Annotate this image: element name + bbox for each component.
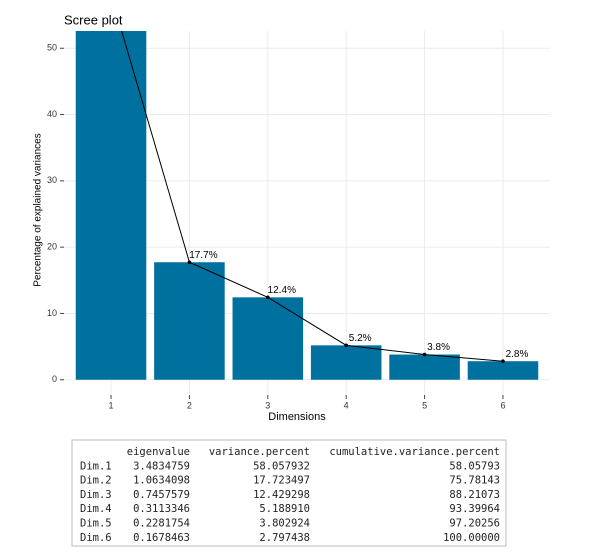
table: eigenvalue variance.percent cumulative.var… <box>80 446 500 544</box>
table-header: eigenvalue <box>127 446 190 458</box>
point <box>187 260 192 265</box>
x-tick-label: 2 <box>187 400 192 410</box>
data-label: 5.2% <box>349 333 372 344</box>
y-tick-label: 30 <box>47 175 57 185</box>
table-header: cumulative.variance.percent <box>329 446 500 458</box>
point <box>266 295 270 300</box>
labels: 0 10 20 30 40 50 1 2 3 4 5 6 <box>47 43 505 411</box>
y-tick-label: 50 <box>47 43 57 53</box>
line <box>121 31 504 362</box>
data-label: 12.4% <box>268 285 296 296</box>
y-axis-label: Percentage of explained variances <box>33 133 44 286</box>
row-name: Dim.2 <box>80 475 112 487</box>
table-cell: 58.057932 <box>253 460 310 472</box>
table-frame <box>71 439 507 547</box>
row-name: Dim.1 <box>80 460 112 472</box>
table-cell: 0.7457579 <box>133 489 190 501</box>
table-cell: 3.802924 <box>259 518 310 530</box>
y-tick-label: 0 <box>52 374 57 384</box>
plot-panel: 17.7% 12.4% 5.2% 3.8% 2.8% <box>75 31 539 380</box>
x-tick-label: 3 <box>265 400 270 410</box>
table-cell: 0.1678463 <box>133 532 190 544</box>
x-axis-label: Dimensions <box>268 411 326 423</box>
point <box>501 359 505 364</box>
table-cell: 100.00000 <box>443 532 500 544</box>
data-label: 3.8% <box>427 342 450 353</box>
y-tick-label: 20 <box>47 242 57 252</box>
table-cell: 17.723497 <box>253 475 310 487</box>
table-cell: 75.78143 <box>449 475 500 487</box>
row-name: Dim.3 <box>80 489 112 501</box>
row-name: Dim.6 <box>80 532 112 544</box>
table-cell: 12.429298 <box>253 489 310 501</box>
table-cell: 1.0634098 <box>133 475 190 487</box>
y-tick-label: 40 <box>47 109 57 119</box>
point <box>344 343 348 348</box>
bar <box>467 361 539 380</box>
x-tick-label: 1 <box>109 400 114 410</box>
bar <box>154 262 225 380</box>
point <box>422 352 427 357</box>
x-tick-label: 6 <box>500 400 505 410</box>
row-name: Dim.5 <box>80 518 112 530</box>
bar <box>310 345 382 380</box>
table-cell: 5.188910 <box>259 503 310 515</box>
table-cell: 0.3113346 <box>133 503 190 515</box>
data-label: 17.7% <box>189 250 217 261</box>
bar <box>232 297 304 380</box>
x-tick-label: 4 <box>344 400 349 410</box>
table-cell: 3.4834759 <box>133 460 190 472</box>
table-cell: 97.20256 <box>449 518 500 530</box>
chart-title: Scree plot <box>64 12 123 27</box>
table-cell: 88.21073 <box>449 489 500 501</box>
bar <box>389 354 460 380</box>
y-tick-label: 10 <box>47 308 57 318</box>
table-cell: 0.2281754 <box>133 518 190 530</box>
bar <box>75 31 147 380</box>
data-label: 2.8% <box>506 349 529 360</box>
table-cell: 2.797438 <box>259 532 310 544</box>
row-name: Dim.4 <box>80 503 112 515</box>
table-cell: 93.39964 <box>449 503 500 515</box>
table-header: variance.percent <box>209 446 310 458</box>
x-tick-label: 5 <box>422 400 427 410</box>
table-cell: 58.05793 <box>449 460 500 472</box>
